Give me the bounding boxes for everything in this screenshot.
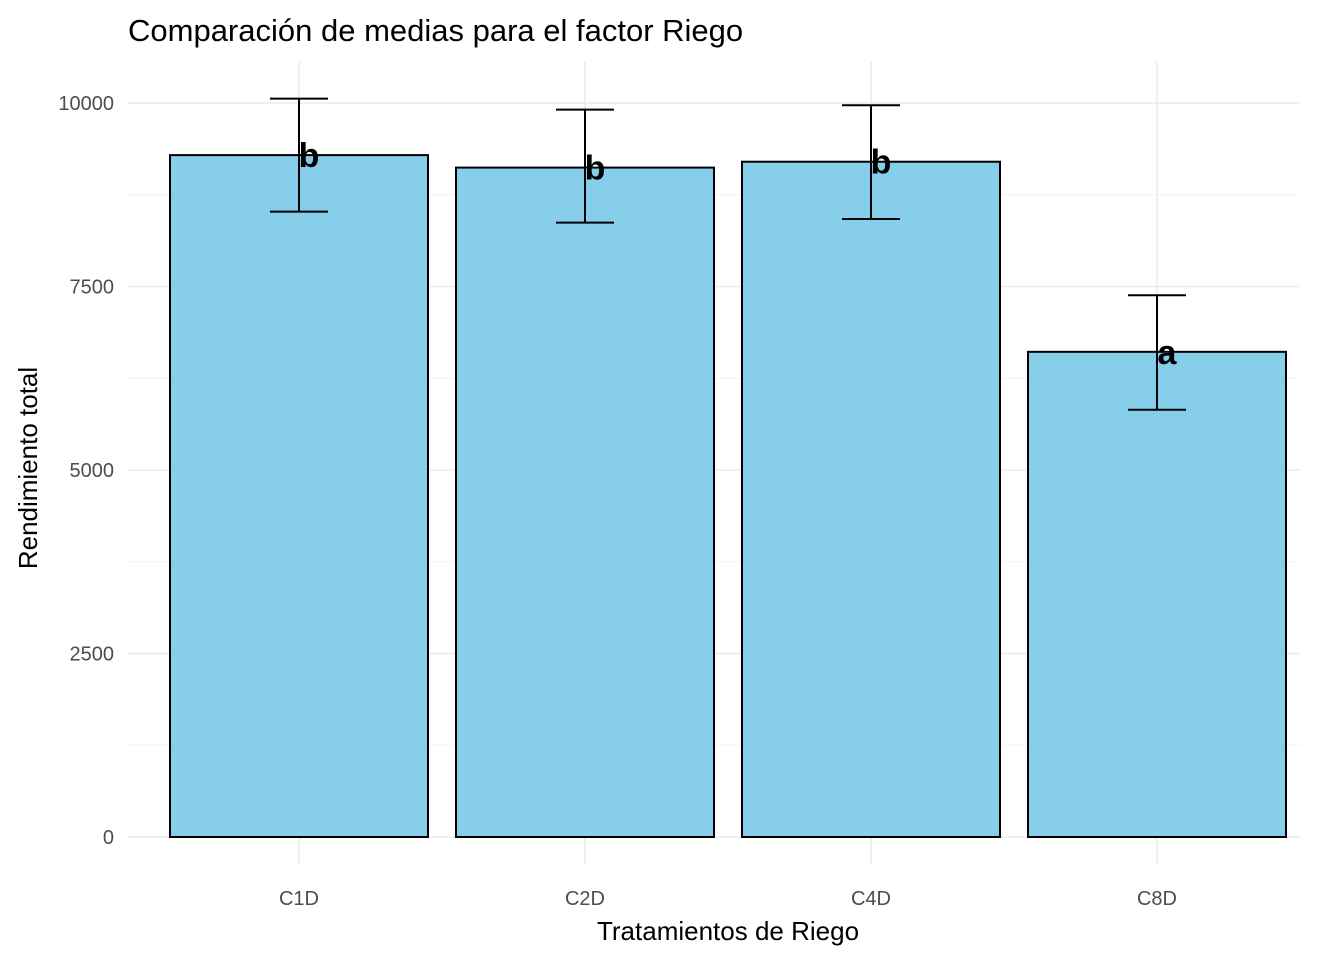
y-tick-labels-layer: 0 2500 5000 7500 10000 <box>58 93 114 849</box>
error-bar-c2d <box>556 108 614 224</box>
error-bar-c1d <box>270 97 328 213</box>
bar-c1d <box>169 154 429 838</box>
y-tick-label: 0 <box>103 827 114 849</box>
bars-layer <box>169 154 1287 839</box>
error-bar-c4d <box>842 104 900 220</box>
y-tick-label: 7500 <box>70 277 115 299</box>
x-tick-label-c8d: C8D <box>1137 888 1177 910</box>
group-letter-c1d: b <box>299 137 320 175</box>
group-letter-c8d: a <box>1158 334 1178 372</box>
y-tick-label: 2500 <box>70 644 115 666</box>
error-bar-c8d <box>1128 294 1186 411</box>
chart-title: Comparación de medias para el factor Rie… <box>128 13 743 48</box>
x-tick-labels-layer: C1D C2D C4D C8D <box>279 888 1177 910</box>
y-axis-title: Rendimiento total <box>13 367 43 569</box>
error-bars-layer <box>270 97 1186 411</box>
x-tick-label-c2d: C2D <box>565 888 605 910</box>
x-tick-label-c1d: C1D <box>279 888 319 910</box>
y-tick-label: 10000 <box>58 93 114 115</box>
x-tick-label-c4d: C4D <box>851 888 891 910</box>
group-letter-c2d: b <box>585 150 606 188</box>
group-letters-layer: b b b a <box>299 137 1178 372</box>
bar-c8d <box>1027 350 1287 838</box>
bar-c4d <box>741 160 1001 839</box>
y-tick-label: 5000 <box>70 460 115 482</box>
x-axis-title: Tratamientos de Riego <box>597 916 859 946</box>
group-letter-c4d: b <box>871 144 892 182</box>
bar-c2d <box>455 166 715 839</box>
